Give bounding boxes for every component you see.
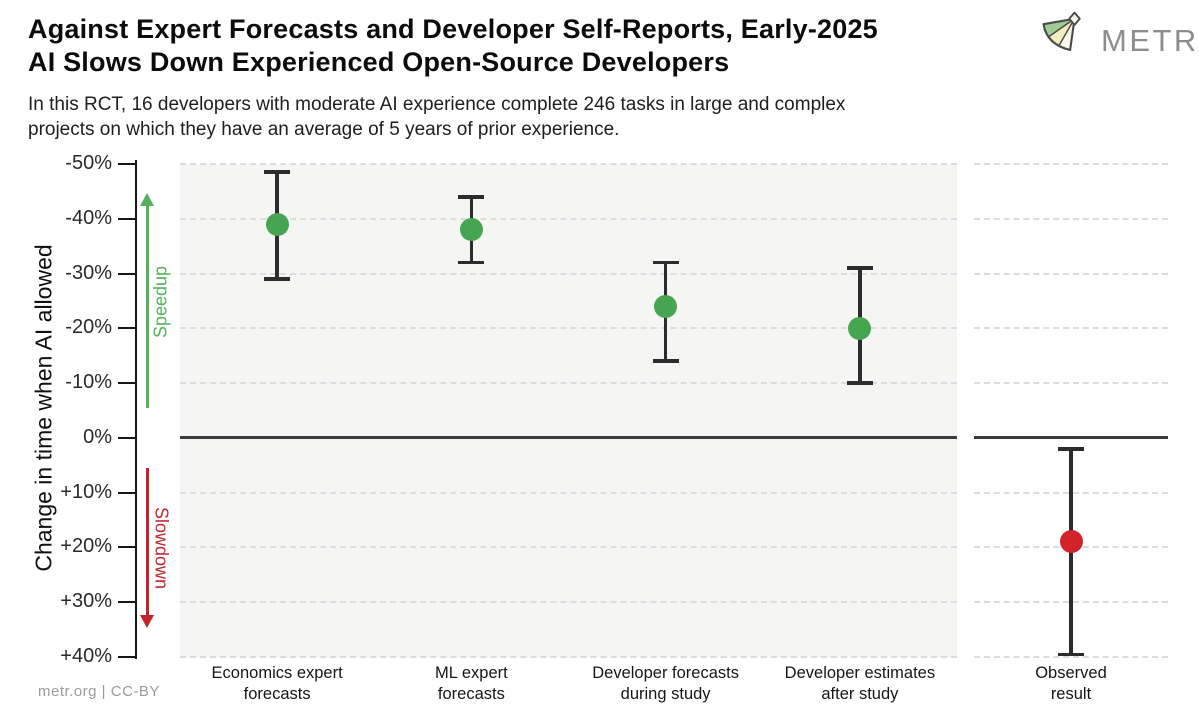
gridline (180, 217, 957, 220)
y-axis-tick-label: +40% (60, 645, 112, 668)
error-bar-cap (652, 260, 679, 265)
chart-title-line1: Against Expert Forecasts and Developer S… (28, 14, 878, 44)
speedup-arrow (146, 206, 149, 408)
gridline (974, 382, 1168, 385)
category-label: Developer forecasts during study (592, 664, 739, 703)
gridline (974, 656, 1168, 658)
gridline (974, 272, 1168, 275)
error-bar-cap (652, 359, 679, 363)
gridline (180, 656, 957, 658)
plot-panel-forecasts (180, 164, 957, 657)
y-axis-tick-label: -10% (65, 371, 112, 394)
gridline (180, 163, 957, 165)
chart-subtitle-line2: projects on which they have an average o… (28, 119, 620, 140)
y-axis-tick (118, 436, 135, 439)
error-bar-cap (846, 266, 873, 270)
error-bar-cap (458, 195, 485, 199)
error-bar-cap (458, 260, 485, 265)
data-point (654, 294, 678, 318)
chart-subtitle-line1: In this RCT, 16 developers with moderate… (28, 94, 846, 115)
category-label: Economics expert forecasts (211, 664, 343, 703)
zero-line (180, 436, 957, 440)
data-point (265, 212, 289, 236)
error-bar-cap (264, 277, 291, 281)
gridline (974, 327, 1168, 330)
data-point (848, 316, 872, 340)
data-point (459, 218, 483, 242)
y-axis-tick (118, 217, 135, 220)
gridline (974, 217, 1168, 220)
y-axis-tick (118, 382, 135, 385)
chart-title: Against Expert Forecasts and Developer S… (28, 13, 878, 79)
y-axis-tick (118, 546, 135, 549)
y-axis-tick-label: -50% (65, 152, 112, 175)
y-axis-title: Change in time when AI allowed (30, 244, 57, 572)
y-axis-tick-label: 0% (83, 425, 112, 448)
y-axis-tick-label: +10% (60, 480, 112, 503)
error-bar-cap (846, 381, 873, 385)
gridline (180, 546, 957, 549)
y-axis-tick-label: -40% (65, 206, 112, 229)
category-label: Developer estimates after study (784, 664, 936, 703)
y-axis-tick (118, 327, 135, 330)
y-axis-tick-label: -30% (65, 261, 112, 284)
credit-text: metr.org | CC-BY (38, 683, 160, 700)
chart-subtitle: In this RCT, 16 developers with moderate… (28, 92, 845, 142)
y-axis-tick-label: +20% (60, 535, 112, 558)
category-label: ML expert forecasts (434, 664, 508, 703)
y-axis-tick (118, 491, 135, 494)
y-axis-tick (118, 163, 135, 165)
gridline (180, 327, 957, 330)
y-axis-tick (118, 601, 135, 604)
category-label: Observed result (1035, 664, 1107, 703)
chart-title-line2: AI Slows Down Experienced Open-Source De… (28, 47, 730, 77)
slowdown-label: Slowdown (151, 506, 172, 590)
gridline (180, 382, 957, 385)
speedup-arrow-head-icon (140, 193, 154, 206)
y-axis-tick-label: -20% (65, 316, 112, 339)
error-bar-cap (1058, 447, 1084, 451)
gridline (180, 272, 957, 275)
y-axis-spine (135, 160, 137, 659)
gridline (180, 491, 957, 494)
y-axis-tick (118, 272, 135, 275)
error-bar-cap (264, 170, 291, 174)
speedup-label: Speedup (150, 265, 171, 339)
slowdown-arrow (146, 468, 149, 615)
y-axis-tick-label: +30% (60, 590, 112, 613)
zero-line (974, 436, 1168, 440)
data-point (1059, 530, 1083, 554)
error-bar-cap (1058, 652, 1084, 656)
metr-fan-icon (1036, 10, 1092, 71)
y-axis-tick (118, 656, 135, 658)
slowdown-arrow-head-icon (140, 615, 154, 628)
metr-logo-text: METR (1101, 22, 1199, 58)
metr-logo: METR (1036, 10, 1199, 71)
gridline (974, 163, 1168, 165)
gridline (180, 601, 957, 604)
